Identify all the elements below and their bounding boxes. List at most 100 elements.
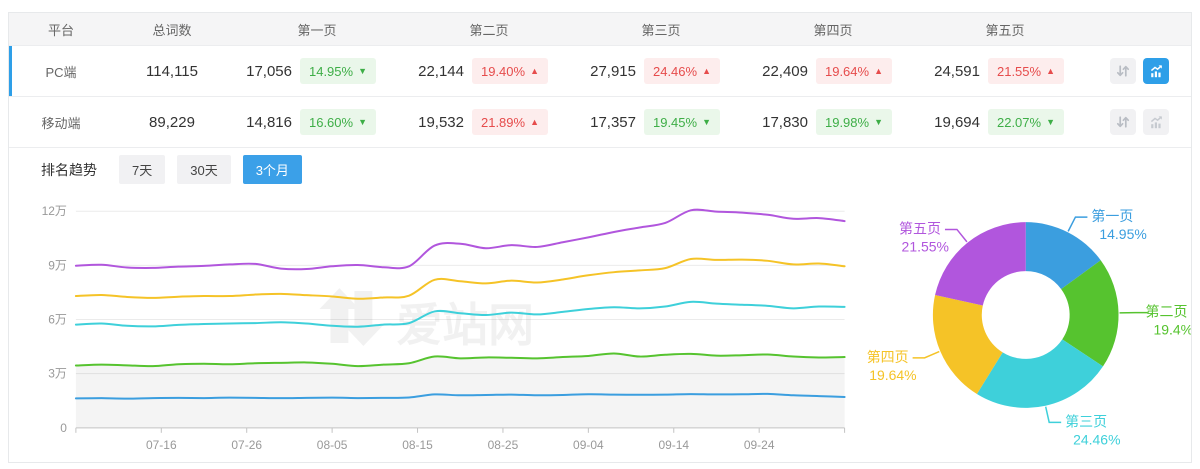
down-arrow-icon: ▼ — [874, 116, 883, 127]
page4-cell: 17,830 19.98% ▼ — [747, 109, 919, 135]
change-percent: 19.40% — [480, 63, 526, 79]
total-words-value: 89,229 — [149, 113, 195, 131]
page2-change-badge: 21.89% ▲ — [472, 109, 548, 135]
trend-title: 排名趋势 — [41, 161, 97, 178]
down-arrow-icon: ▼ — [358, 116, 367, 127]
page1-cell: 14,816 16.60% ▼ — [231, 109, 403, 135]
change-percent: 19.45% — [652, 114, 698, 130]
page1-change-badge: 14.95% ▼ — [300, 58, 376, 84]
page5-count: 24,591 — [934, 62, 980, 80]
rank-trend-line-chart[interactable]: 爱站网 0 3万 6万 9万 12万 07-16 07-26 08-05 08-15 08-25 09… — [9, 191, 862, 464]
table-row-移动端[interactable]: 移动端 89,229 14,816 16.60% ▼ 19,532 21.89% ▲ 17,35… — [9, 96, 1191, 147]
donut-slice-第二页[interactable] — [1060, 260, 1119, 367]
change-percent: 16.60% — [308, 114, 354, 130]
down-arrow-icon: ▼ — [702, 116, 711, 127]
page1-count: 17,056 — [246, 62, 292, 80]
donut-label-leader — [912, 350, 940, 359]
sort-updown-button[interactable] — [1110, 109, 1136, 135]
page2-cell: 19,532 21.89% ▲ — [403, 109, 575, 135]
trend-chart-button[interactable] — [1143, 58, 1169, 84]
row-actions — [1091, 58, 1191, 84]
up-arrow-icon: ▲ — [874, 65, 883, 76]
donut-slice-第四页[interactable] — [932, 295, 1003, 394]
page5-change-badge: 21.55% ▲ — [988, 58, 1064, 84]
page5-count: 19,694 — [934, 113, 980, 131]
row-actions — [1091, 109, 1191, 135]
page4-change-badge: 19.98% ▼ — [816, 109, 892, 135]
sort-updown-button[interactable] — [1110, 58, 1136, 84]
page3-count: 27,915 — [590, 62, 636, 80]
change-percent: 22.07% — [996, 114, 1042, 130]
page4-cell: 22,409 19.64% ▲ — [747, 58, 919, 84]
trend-line-5 — [74, 392, 846, 400]
y-axis-tick-label: 0 — [60, 421, 67, 435]
donut-slice-name: 第一页 — [1091, 208, 1133, 224]
page2-change-badge: 19.40% ▲ — [472, 58, 548, 84]
up-arrow-icon: ▲ — [1046, 65, 1055, 76]
change-percent: 21.89% — [480, 114, 526, 130]
page3-change-badge: 24.46% ▲ — [644, 58, 720, 84]
up-arrow-icon: ▲ — [530, 65, 539, 76]
page3-count: 17,357 — [590, 113, 636, 131]
page-distribution-donut-chart[interactable]: 第一页 14.95% 第二页 19.4% 第三页 24.46% 第四页 19.64% 第五页 21… — [862, 191, 1191, 464]
x-axis-tick-label: 08-15 — [402, 438, 433, 452]
change-percent: 21.55% — [996, 63, 1042, 79]
x-axis-tick-label: 09-04 — [573, 438, 604, 452]
y-axis-tick-label: 6万 — [48, 313, 67, 327]
page2-count: 19,532 — [418, 113, 464, 131]
donut-slice-name: 第四页 — [866, 349, 908, 365]
x-axis-tick-label: 09-14 — [658, 438, 689, 452]
total-words-value: 114,115 — [146, 62, 198, 80]
up-arrow-icon: ▲ — [702, 65, 711, 76]
x-axis-tick-label: 09-24 — [744, 438, 775, 452]
trend-chart-button[interactable] — [1143, 109, 1169, 135]
platform-label: PC端 — [45, 64, 77, 80]
col-header-page1: 第一页 — [297, 22, 337, 38]
change-percent: 19.64% — [824, 63, 870, 79]
page3-cell: 27,915 24.46% ▲ — [575, 58, 747, 84]
trend-line-3 — [74, 300, 846, 328]
page4-count: 22,409 — [762, 62, 808, 80]
col-header-page5: 第五页 — [985, 22, 1025, 38]
page5-cell: 19,694 22.07% ▼ — [919, 109, 1091, 135]
trend-line-2 — [74, 257, 846, 300]
up-arrow-icon: ▲ — [530, 116, 539, 127]
down-arrow-icon: ▼ — [1046, 116, 1055, 127]
area-fill-under-green-series — [75, 353, 845, 428]
col-header-page4: 第四页 — [813, 22, 853, 38]
table-row-PC端[interactable]: PC端 114,115 17,056 14.95% ▼ 22,144 19.40% ▲ 27,9… — [9, 45, 1191, 96]
page4-count: 17,830 — [762, 113, 808, 131]
y-axis-tick-label: 9万 — [48, 258, 67, 272]
donut-slice-第五页[interactable] — [934, 222, 1026, 306]
donut-label-leader — [1067, 216, 1087, 232]
trend-line-1 — [74, 208, 846, 271]
col-header-total: 总词数 — [152, 22, 192, 38]
tab-30days[interactable]: 30天 — [177, 155, 231, 184]
table-header: 平台 总词数 第一页 第二页 第三页 第四页 第五页 — [9, 13, 1191, 45]
donut-slice-name: 第五页 — [899, 220, 941, 236]
tab-7days[interactable]: 7天 — [119, 155, 166, 184]
table-body: PC端 114,115 17,056 14.95% ▼ 22,144 19.40% ▲ 27,9… — [9, 45, 1191, 147]
col-header-platform: 平台 — [47, 22, 74, 38]
change-percent: 14.95% — [308, 63, 354, 79]
donut-slice-第一页[interactable] — [1025, 222, 1101, 290]
x-axis-tick-label: 07-16 — [146, 438, 177, 452]
donut-slice-percent: 19.4% — [1153, 322, 1191, 338]
tab-3months[interactable]: 3个月 — [242, 155, 302, 184]
aizhan-watermark: 爱站网 — [319, 288, 534, 351]
page1-cell: 17,056 14.95% ▼ — [231, 58, 403, 84]
page5-cell: 24,591 21.55% ▲ — [919, 58, 1091, 84]
y-axis-tick-label: 3万 — [48, 367, 67, 381]
x-axis-tick-label: 07-26 — [231, 438, 262, 452]
donut-label-leader — [1044, 406, 1061, 424]
trend-bar: 排名趋势 7天 30天 3个月 — [9, 147, 1191, 191]
donut-slice-percent: 21.55% — [901, 238, 948, 254]
svg-text:爱站网: 爱站网 — [396, 299, 534, 351]
platform-label: 移动端 — [41, 115, 81, 131]
donut-label-leader — [944, 228, 968, 243]
page1-count: 14,816 — [246, 113, 292, 131]
page4-change-badge: 19.64% ▲ — [816, 58, 892, 84]
page2-cell: 22,144 19.40% ▲ — [403, 58, 575, 84]
change-percent: 24.46% — [652, 63, 698, 79]
donut-slice-第三页[interactable] — [976, 339, 1103, 408]
